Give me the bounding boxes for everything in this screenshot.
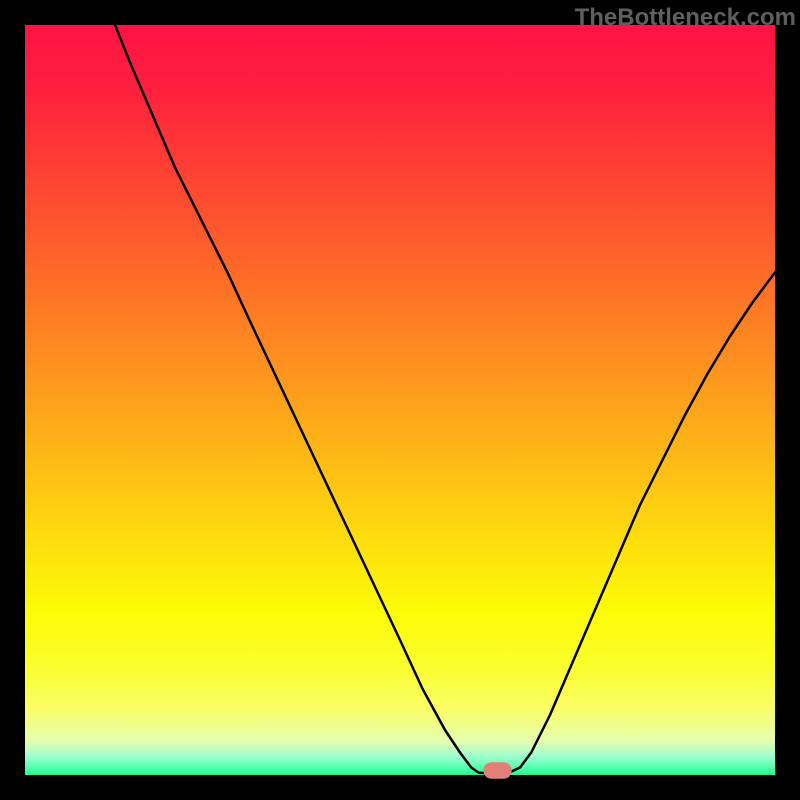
chart-container: TheBottleneck.com [0, 0, 800, 800]
bottleneck-chart [0, 0, 800, 800]
optimal-marker [483, 762, 512, 779]
plot-background [25, 25, 775, 775]
